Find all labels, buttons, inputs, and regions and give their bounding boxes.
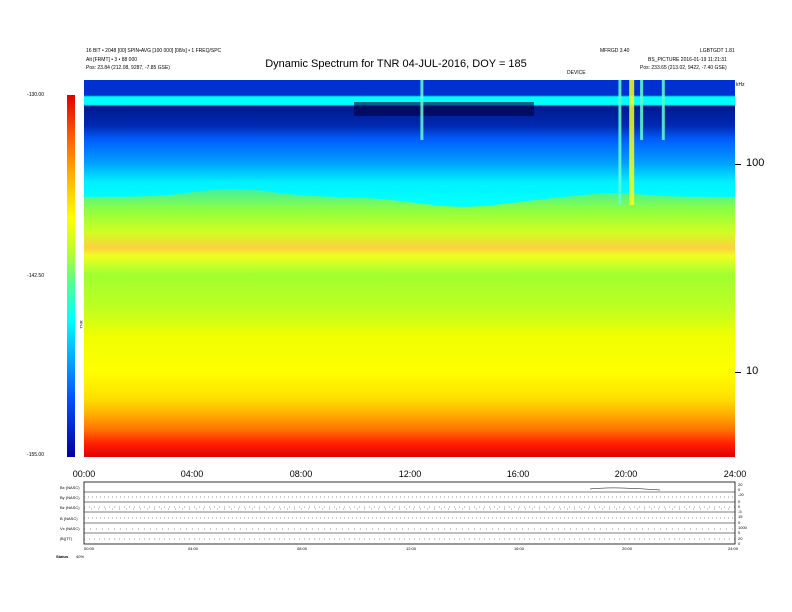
panel-label-vx: Vx (NASC) bbox=[60, 526, 80, 531]
footer-status-value: 40% bbox=[76, 554, 85, 559]
panel-rval-2: -20 bbox=[738, 492, 744, 497]
header-right-edge: kHz bbox=[736, 82, 745, 88]
panels-frame bbox=[83, 481, 736, 545]
spectrogram bbox=[84, 80, 735, 457]
x-tick-1600: 16:00 bbox=[506, 469, 530, 479]
x-tick-2000: 20:00 bbox=[614, 469, 638, 479]
panel-label-b: B (NASC) bbox=[60, 516, 78, 521]
trace-bx-excursion bbox=[589, 487, 661, 491]
header-left-line1: 16 BIT • 2048 [00] SPIN•AVG [100 000] [0… bbox=[86, 48, 222, 54]
panel-rval-9: 0 bbox=[738, 530, 741, 535]
header-mid-mark: DEVICE bbox=[567, 70, 586, 76]
colorbar-tick-max: -130.00 bbox=[27, 92, 44, 98]
panel-rval-6: 15 bbox=[738, 514, 743, 519]
header-right-line3: Pos: 233.65 (213.02, 9422, -7.40 GSE) bbox=[640, 65, 727, 71]
panel-label-bz: Bz (NASC) bbox=[60, 505, 80, 510]
x-tick-2400: 24:00 bbox=[723, 469, 747, 479]
panel-time-2000: 20:00 bbox=[622, 546, 633, 551]
y-tick-mark-100 bbox=[735, 164, 741, 165]
y-tick-mark-10 bbox=[735, 372, 741, 373]
x-tick-0800: 08:00 bbox=[289, 469, 313, 479]
colorbar bbox=[67, 95, 75, 457]
panel-rval-1: 0 bbox=[738, 487, 741, 492]
header-left-line3: Pos: 23.84 (212.08, 9287, -7.85 GSE) bbox=[86, 65, 170, 71]
x-tick-0400: 04:00 bbox=[180, 469, 204, 479]
panel-rval-10: 20 bbox=[738, 536, 743, 541]
panel-label-bmag: |B|(TT) bbox=[60, 536, 73, 541]
footer-status-label: Status bbox=[56, 554, 69, 559]
panel-label-bx: Bx (NASC) bbox=[60, 485, 80, 490]
spectrum-low-frequency-region bbox=[84, 188, 735, 457]
y-tick-10: 10 bbox=[746, 365, 759, 377]
panel-rval-11: 0 bbox=[738, 541, 741, 546]
panel-label-by: By (NASC) bbox=[60, 495, 80, 500]
panel-time-0000: 00:00 bbox=[84, 546, 95, 551]
chart-title: Dynamic Spectrum for TNR 04-JUL-2016, DO… bbox=[265, 58, 527, 70]
header-right-top2: LGBTGDT 1.81 bbox=[700, 48, 735, 54]
panel-rval-8: 1000 bbox=[738, 525, 747, 530]
colorbar-tick-min: -155.00 bbox=[27, 452, 44, 458]
colorbar-axis-label: TNR bbox=[78, 320, 84, 329]
panel-rval-7: 0 bbox=[738, 520, 741, 525]
header-right-top1: MFRGD 3.40 bbox=[600, 48, 630, 54]
spectrogram-svg bbox=[84, 80, 735, 457]
header-right-line2: BS_PICTURE 2016-01-19 11:21:31 bbox=[648, 57, 727, 63]
header-left-line2: Alt [FRMT] • 3 • 88 000 bbox=[86, 57, 138, 63]
bottom-panels bbox=[83, 481, 736, 545]
panel-time-1600: 16:00 bbox=[514, 546, 525, 551]
radio-burst-stripe bbox=[661, 80, 665, 140]
panel-time-2400: 24:00 bbox=[728, 546, 739, 551]
panel-time-1200: 12:00 bbox=[406, 546, 417, 551]
dark-absorption-patch bbox=[354, 102, 534, 116]
radio-burst-stripe bbox=[618, 80, 622, 205]
panel-time-0400: 04:00 bbox=[188, 546, 199, 551]
panel-rval-3: 0 bbox=[738, 499, 741, 504]
x-tick-0000: 00:00 bbox=[72, 469, 96, 479]
radio-burst-stripe bbox=[640, 80, 644, 140]
panel-rval-0: 20 bbox=[738, 482, 743, 487]
y-tick-100: 100 bbox=[746, 157, 765, 169]
radio-burst-stripe bbox=[420, 80, 424, 140]
x-tick-1200: 12:00 bbox=[398, 469, 422, 479]
panel-rval-4: 0 bbox=[738, 504, 741, 509]
radio-burst-stripe bbox=[629, 80, 635, 205]
panel-time-0800: 08:00 bbox=[297, 546, 308, 551]
colorbar-tick-mid: -142.50 bbox=[27, 273, 44, 279]
panel-rval-5: -5 bbox=[738, 509, 742, 514]
